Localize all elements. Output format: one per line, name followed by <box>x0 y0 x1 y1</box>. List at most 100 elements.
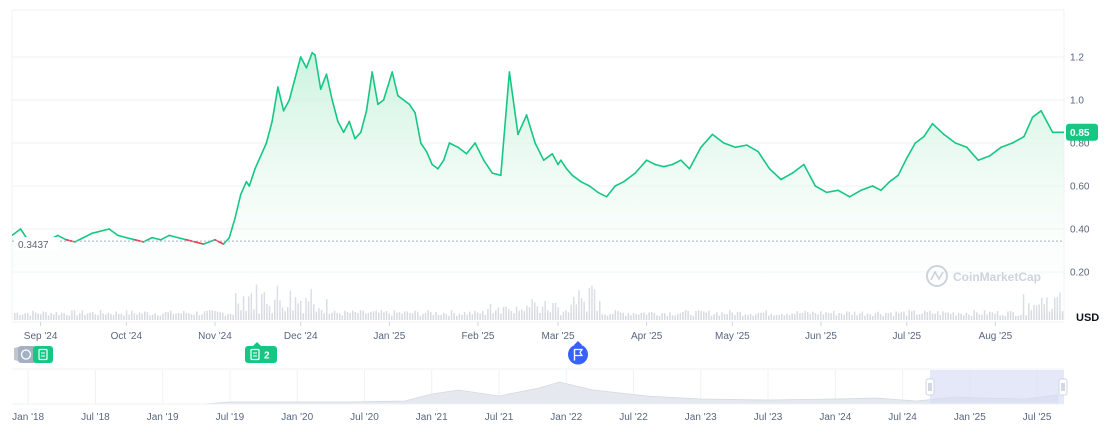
volume-bar <box>211 310 214 320</box>
price-line[interactable] <box>12 51 1064 245</box>
volume-bar <box>21 314 24 320</box>
volume-bar <box>960 313 962 320</box>
volume-bar <box>518 310 520 320</box>
price-area-fill <box>12 52 1064 313</box>
document-icon <box>38 348 48 361</box>
volume-bar <box>216 311 219 320</box>
navigator-selected-window[interactable] <box>930 370 1064 404</box>
price-line-segment <box>534 142 545 161</box>
volume-bar <box>133 313 136 320</box>
volume-bar <box>770 313 773 320</box>
volume-bar <box>835 315 838 320</box>
volume-bar <box>809 313 812 320</box>
volume-bar <box>973 310 975 320</box>
volume-bar <box>370 311 372 320</box>
volume-bar <box>866 313 869 320</box>
volume-bar <box>341 315 344 320</box>
volume-bar <box>144 311 146 320</box>
volume-bar <box>92 312 94 320</box>
history-note-badge[interactable] <box>14 346 53 363</box>
x-tick-label: Jul '25 <box>892 331 921 342</box>
volume-bar <box>661 313 663 320</box>
volume-bar <box>955 315 957 320</box>
price-line-segment <box>134 239 145 243</box>
volume-bar <box>747 315 749 320</box>
volume-bar <box>513 313 515 320</box>
navigator-tick-label: Jan '18 <box>12 412 44 423</box>
volume-bar <box>952 312 955 320</box>
navigator-left-handle[interactable] <box>925 378 935 396</box>
volume-bar <box>206 310 208 320</box>
price-line-segment <box>1000 142 1014 149</box>
price-line-segment <box>151 236 162 241</box>
price-line-segment <box>888 174 900 183</box>
volume-bar <box>71 310 73 320</box>
volume-bar <box>614 310 617 320</box>
range-navigator[interactable] <box>12 368 1068 405</box>
navigator-right-handle[interactable] <box>1058 378 1068 396</box>
volume-bar <box>393 310 396 320</box>
volume-bar <box>536 306 539 320</box>
navigator-tick-label: Jul '19 <box>216 412 245 423</box>
volume-bar <box>141 313 143 320</box>
price-line-segment <box>228 217 236 239</box>
price-line-segment <box>234 193 242 220</box>
volume-bar <box>175 313 177 320</box>
price-line-segment <box>560 159 565 166</box>
navigator-tick-label: Jul '20 <box>350 412 379 423</box>
price-line-segment <box>711 133 725 144</box>
price-line-segment <box>288 77 296 101</box>
volume-bar <box>58 315 60 320</box>
price-line-segment <box>371 71 379 106</box>
price-line-segment <box>168 234 179 239</box>
volume-bar <box>172 314 175 320</box>
volume-bar <box>94 314 97 320</box>
volume-bar <box>978 314 981 320</box>
volume-bar <box>612 313 614 320</box>
event-flag-badge[interactable] <box>568 341 588 365</box>
volume-bar <box>430 312 432 320</box>
volume-bar <box>687 310 689 320</box>
volume-bar <box>905 315 908 320</box>
volume-bar <box>458 313 461 320</box>
price-line-segment <box>259 142 268 157</box>
volume-bar <box>630 315 632 320</box>
volume-bar <box>970 316 973 320</box>
volume-bar <box>528 307 531 320</box>
volume-bar <box>991 312 994 320</box>
price-line-segment <box>1023 116 1034 138</box>
volume-bar <box>736 311 739 320</box>
price-line-segment <box>954 142 968 149</box>
volume-bar <box>986 314 988 320</box>
volume-bar <box>627 313 630 320</box>
current-price-badge: 0.85 <box>1066 123 1098 141</box>
volume-bar <box>180 313 182 320</box>
volume-bar <box>843 314 845 320</box>
volume-bar <box>814 313 817 320</box>
volume-bar <box>97 315 99 320</box>
x-tick-label: May '25 <box>715 331 750 342</box>
price-line-segment <box>825 189 840 194</box>
volume-bar <box>682 312 684 320</box>
volume-bar <box>209 310 211 320</box>
volume-bar <box>700 310 702 320</box>
volume-bar <box>684 310 687 320</box>
navigator-tick-label: Jul '18 <box>81 412 110 423</box>
volume-bar <box>515 306 518 320</box>
volume-bar <box>942 311 944 320</box>
volume-bar <box>55 312 58 320</box>
price-line-segment <box>56 234 68 241</box>
price-line-segment <box>614 180 625 187</box>
news-badge[interactable]: 2 <box>245 342 277 363</box>
volume-bar <box>422 313 424 320</box>
volume-bar <box>666 316 669 320</box>
volume-bar <box>635 314 637 320</box>
price-line-segment <box>562 163 568 170</box>
volume-bar <box>229 313 232 320</box>
price-line-segment <box>465 142 476 155</box>
volume-bar <box>120 313 123 320</box>
price-line-segment <box>634 159 648 174</box>
volume-bar <box>1007 311 1009 320</box>
price-line-segment <box>597 191 608 198</box>
